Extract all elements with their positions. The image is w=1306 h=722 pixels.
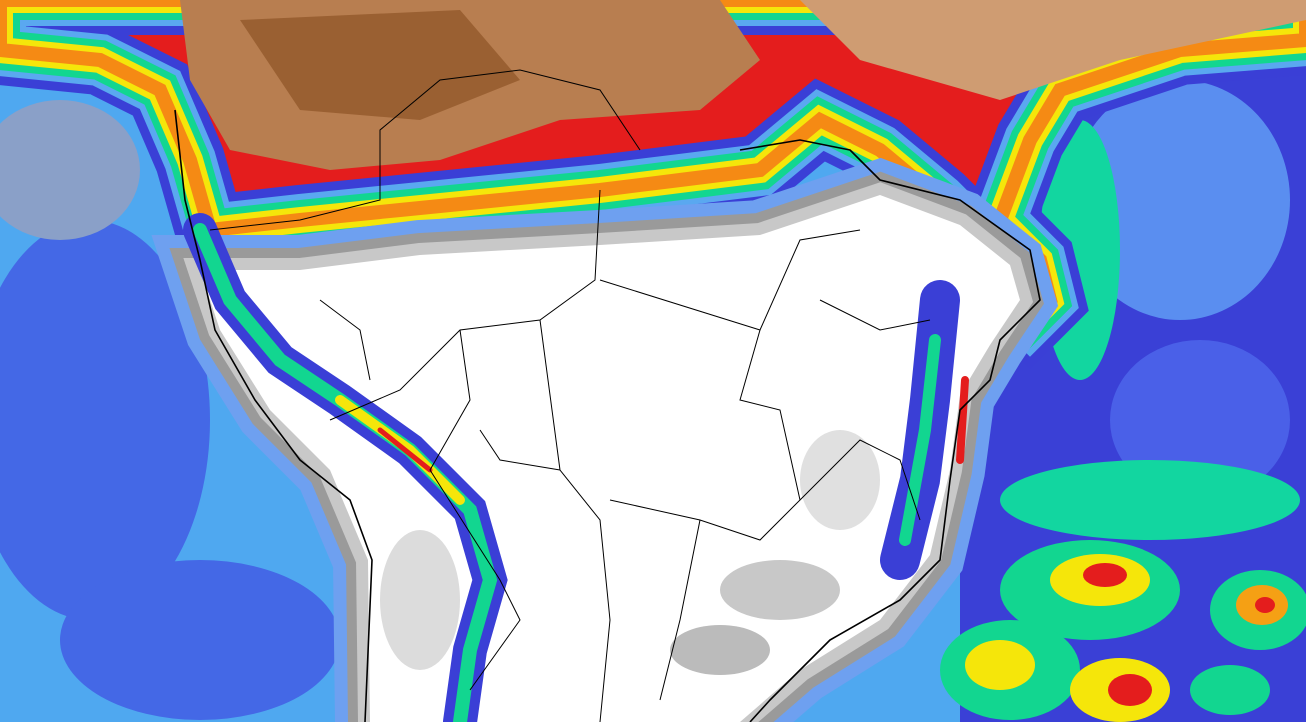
precip-band bbox=[0, 0, 1306, 320]
rain-streak bbox=[200, 230, 969, 722]
dry-area bbox=[200, 195, 1020, 722]
borders bbox=[174, 69, 1041, 722]
storm-cells bbox=[940, 540, 1306, 722]
